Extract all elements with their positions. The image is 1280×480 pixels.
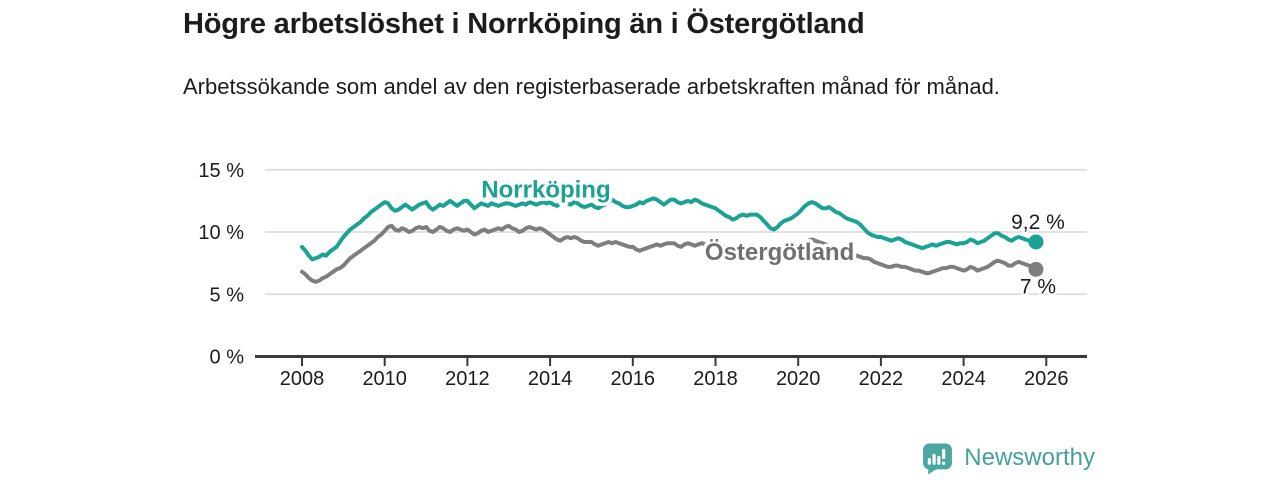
newsworthy-logo[interactable]: Newsworthy (921, 441, 1095, 475)
series-label-norrköping: Norrköping (481, 176, 610, 203)
end-value-label-östergötland: 7 % (1020, 275, 1056, 298)
end-dot-norrköping (1028, 234, 1044, 250)
series-label-östergötland: Östergötland (705, 239, 854, 266)
chart-subtitle: Arbetssökande som andel av den registerb… (183, 74, 1000, 99)
y-tick-label: 10 % (198, 222, 244, 244)
end-dot-östergötland (1028, 261, 1044, 277)
x-tick-label: 2008 (280, 368, 325, 390)
x-tick-label: 2014 (528, 368, 573, 390)
x-tick-label: 2020 (776, 368, 821, 390)
series-line-östergötland (300, 223, 1038, 284)
y-tick-label: 0 % (210, 347, 245, 369)
series-line-norrköping (300, 196, 1038, 262)
y-tick-label: 15 % (198, 160, 244, 182)
bar-chart-speech-bubble-icon (923, 443, 953, 474)
end-value-label-norrköping: 9,2 % (1011, 211, 1065, 234)
chart-title: Högre arbetslöshet i Norrköping än i Öst… (183, 8, 865, 40)
x-tick-label: 2012 (445, 368, 490, 390)
x-tick-label: 2010 (362, 368, 407, 390)
brand-name: Newsworthy (964, 444, 1095, 471)
x-tick-label: 2024 (941, 368, 986, 390)
x-tick-label: 2018 (693, 368, 738, 390)
x-tick-label: 2026 (1024, 368, 1069, 390)
y-tick-label: 5 % (210, 284, 245, 306)
x-tick-label: 2022 (859, 368, 904, 390)
x-tick-label: 2016 (611, 368, 656, 390)
